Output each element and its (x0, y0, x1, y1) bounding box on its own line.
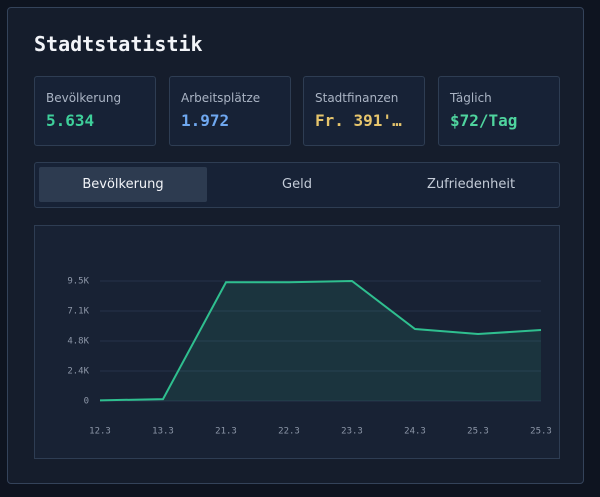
x-tick-label: 13.3 (152, 427, 174, 437)
tab[interactable]: Bevölkerung (39, 167, 207, 202)
x-tick-label: 25.3 (530, 427, 552, 437)
stat-card: Bevölkerung 5.634 (34, 76, 156, 146)
stat-card: Stadtfinanzen Fr. 391'… (303, 76, 425, 146)
x-tick-label: 12.3 (89, 427, 111, 437)
stat-value: 1.972 (181, 111, 230, 130)
stat-label: Stadtfinanzen (315, 91, 399, 105)
stats-panel: Stadtstatistik Bevölkerung Geld Zufriedenh… (7, 7, 584, 484)
tab-bar: Bevölkerung Geld Zufriedenheit (34, 162, 560, 208)
stat-card: Täglich $72/Tag (438, 76, 560, 146)
x-tick-label: 21.3 (215, 427, 237, 437)
chart-box: 0 2.4K 4.8K 7.1K 9.5K 12.3 13.3 21.3 22.3 23.3 24.… (34, 225, 560, 459)
tab[interactable]: Zufriedenheit (426, 177, 516, 192)
line (99, 279, 542, 402)
stat-value: 5.634 (46, 111, 95, 130)
stat-label: Täglich (450, 91, 492, 105)
y-tick-label: 2.4K (67, 367, 89, 377)
area (100, 281, 541, 401)
x-tick-label: 24.3 (404, 427, 426, 437)
y-tick-label: 4.8K (67, 337, 89, 347)
stat-value: Fr. 391'… (315, 111, 402, 130)
tab[interactable]: Geld (282, 177, 312, 192)
x-tick-label: 22.3 (278, 427, 300, 437)
stat-label: Arbeitsplätze (181, 91, 261, 105)
stat-card: Arbeitsplätze 1.972 (169, 76, 291, 146)
stat-label: Bevölkerung (46, 91, 122, 105)
x-tick-label: 25.3 (467, 427, 489, 437)
y-tick-label: 0 (84, 397, 89, 407)
x-tick-label: 23.3 (341, 427, 363, 437)
y-tick-label: 9.5K (67, 277, 89, 287)
panel-title: Stadtstatistik (34, 32, 203, 56)
y-tick-label: 7.1K (67, 307, 89, 317)
stat-value: $72/Tag (450, 111, 518, 130)
chart: 0 2.4K 4.8K 7.1K 9.5K 12.3 13.3 21.3 22.3 23.3 24.… (67, 277, 552, 437)
